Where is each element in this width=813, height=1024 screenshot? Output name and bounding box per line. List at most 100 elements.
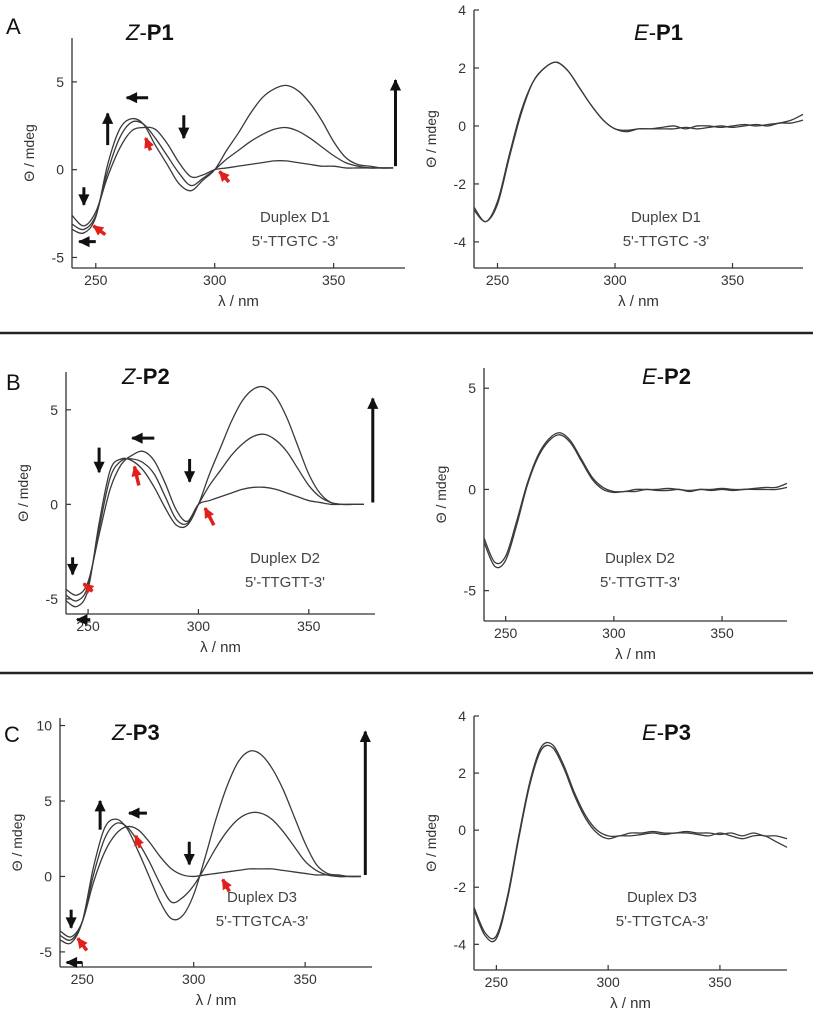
x-tick-label: 300 [182,971,206,987]
x-tick-label: 250 [486,272,510,288]
duplex-annotation: Duplex D3 [627,889,697,906]
series-line [65,450,364,596]
y-tick-label: 0 [50,496,58,512]
y-tick-label: 5 [44,793,52,809]
duplex-annotation: Duplex D2 [605,550,675,567]
black-arrow [125,92,149,104]
series-line [71,120,394,231]
x-axis-label: λ / nm [618,293,659,310]
x-tick-label: 300 [203,272,227,288]
chart-A-right: 250 300 350 -4 -2 0 2 4 λ / nm Θ / mdeg E-P1 Duplex… [423,2,804,310]
duplex-annotation: 5'-TTGTT-3' [600,574,680,591]
y-axis-label: Θ / mdeg [15,464,31,522]
black-arrow [75,614,91,626]
y-tick-label: -5 [52,249,65,265]
series-line [483,432,788,565]
x-tick-label: 300 [596,974,620,990]
x-tick-label: 250 [71,971,95,987]
panel-letter: B [6,370,21,395]
red-arrow [203,507,216,526]
series-line [71,84,394,234]
y-tick-label: -5 [46,591,59,607]
duplex-annotation: Duplex D3 [227,889,297,906]
chart-title-dash: - [649,20,656,45]
x-axis-label: λ / nm [610,995,651,1012]
x-tick-label: 350 [710,625,734,641]
chart-title: Z-P3 [111,720,160,745]
x-tick-label: 300 [187,618,211,634]
y-axis-label: Θ / mdeg [9,814,25,872]
chart-A-left: 250 300 350 -5 0 5 λ / nm Θ / mdeg Z-P1 A Duplex D… [6,14,405,310]
black-arrow [178,115,190,140]
chart-B-right: 250 300 350 -5 0 5 λ / nm Θ / mdeg E-P2 Duplex D2… [433,364,788,663]
chart-title: Z-P2 [121,364,170,389]
series-line [65,385,364,608]
chart-title-bold: P2 [664,364,691,389]
chart-C-right: 250 300 350 -4 -2 0 2 4 λ / nm Θ / mdeg E-P3 Duplex… [423,708,788,1012]
chart-title-bold: P3 [133,720,160,745]
chart-title-dash: - [657,720,664,745]
y-tick-label: 0 [458,118,466,134]
series-line [483,434,788,569]
series-line [65,433,364,602]
y-tick-label: 0 [468,481,476,497]
chart-title-dash: - [139,20,146,45]
black-arrow [389,78,402,167]
y-tick-label: 2 [458,60,466,76]
x-tick-label: 350 [297,618,321,634]
red-arrow [134,834,144,849]
y-axis-label: Θ / mdeg [433,466,449,524]
chart-title-bold: P2 [143,364,170,389]
series-line [59,750,361,945]
y-tick-label: 0 [44,868,52,884]
series-line [59,811,361,941]
duplex-annotation: Duplex D1 [631,209,701,226]
x-axis-label: λ / nm [218,293,259,310]
chart-title-italic: Z [125,20,141,45]
panel-letter: A [6,14,21,39]
y-tick-label: 10 [36,718,52,734]
y-tick-label: -4 [454,234,467,250]
y-axis-label: Θ / mdeg [21,124,37,182]
red-arrow [218,170,231,184]
duplex-annotation: 5'-TTGTCA-3' [216,913,309,930]
black-arrow [77,236,96,248]
black-arrow [94,799,106,830]
y-tick-label: 5 [468,380,476,396]
chart-title: E-P2 [642,364,691,389]
duplex-annotation: Duplex D1 [260,209,330,226]
chart-title-bold: P3 [664,720,691,745]
red-arrow [76,937,89,952]
black-arrow [65,956,83,969]
x-axis-label: λ / nm [196,992,237,1009]
red-arrow [82,582,95,594]
series-line [473,61,804,223]
chart-title-italic: Z [121,364,137,389]
y-tick-label: -2 [454,879,467,895]
y-tick-label: -5 [464,583,477,599]
chart-title-dash: - [125,720,132,745]
y-tick-label: 5 [56,74,64,90]
y-tick-label: -5 [40,944,53,960]
black-arrow [65,909,77,929]
x-tick-label: 250 [494,625,518,641]
y-tick-label: 4 [458,2,466,18]
y-tick-label: 4 [458,708,466,724]
red-arrow [131,465,142,486]
x-axis-label: λ / nm [615,646,656,663]
y-tick-label: -2 [454,176,467,192]
chart-title-italic: E [642,364,657,389]
black-arrow [127,807,147,819]
duplex-annotation: 5'-TTGTC -3' [252,233,339,250]
black-arrow [102,112,114,146]
x-axis-label: λ / nm [200,639,241,656]
x-tick-label: 350 [322,272,346,288]
black-arrow [359,730,371,875]
chart-title-dash: - [657,364,664,389]
chart-C-left: 250 300 350 -5 0 5 10 λ / nm Θ / mdeg Z-P3 C Duplex… [4,718,372,1009]
y-tick-label: 2 [458,765,466,781]
x-tick-label: 300 [602,625,626,641]
chart-title-bold: P1 [147,20,174,45]
chart-title-italic: E [642,720,657,745]
x-tick-label: 350 [721,272,745,288]
